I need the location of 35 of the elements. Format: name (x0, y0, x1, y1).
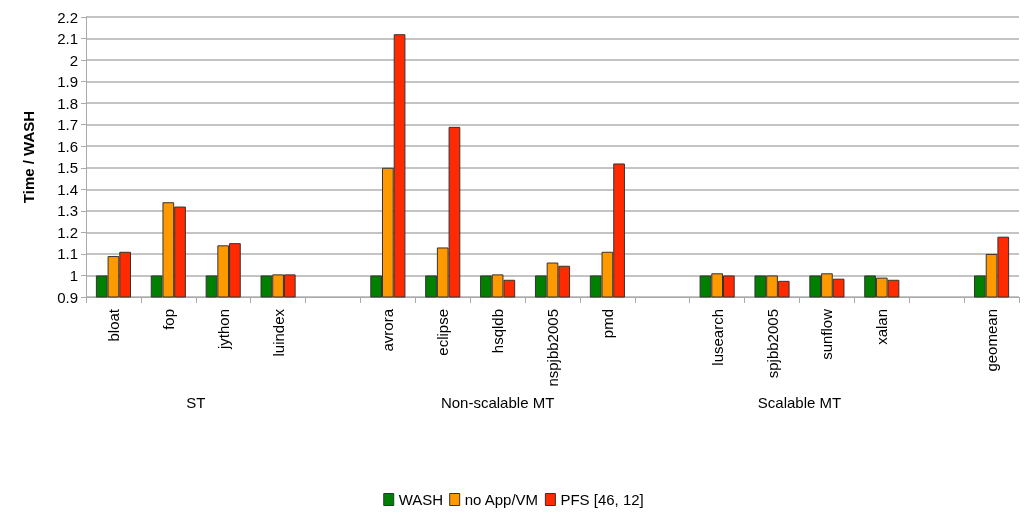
x-tick-label: fop (159, 309, 177, 330)
y-tick-label: 1.9 (57, 73, 78, 91)
y-tick-label: 2.2 (57, 8, 78, 26)
y-tick-label: 1.4 (57, 180, 78, 198)
x-tick-label: geomean (983, 309, 1001, 372)
y-tick-label: 1.2 (57, 223, 78, 241)
x-tick-label: lusearch (708, 309, 726, 366)
text: Non-scalable MT (440, 394, 555, 411)
y-tick-label: 2.1 (57, 30, 78, 48)
x-tick-label: hsqldb (489, 309, 507, 354)
x-tick-label: spjbb2005 (763, 309, 781, 379)
y-axis-title: Time / WASH (20, 110, 37, 204)
y-tick-label: 1.1 (57, 245, 78, 263)
x-tick-label: eclipse (434, 309, 452, 356)
x-tick-label: bloat (104, 308, 122, 342)
y-tick-label: 1.3 (57, 202, 78, 220)
x-tick-label: avrora (379, 308, 397, 352)
x-tick-label: luindex (269, 308, 287, 357)
legend-label: PFS [46, 12] (560, 491, 644, 508)
y-tick-label: 2 (69, 51, 78, 69)
y-tick-label: 1 (69, 266, 78, 284)
legend-label: WASH (398, 491, 444, 508)
y-tick-label: 0.9 (57, 288, 78, 306)
x-tick-label: jython (214, 309, 232, 351)
y-tick-label: 1.8 (57, 94, 78, 112)
x-tick-label: pmd (598, 309, 616, 339)
text: Scalable MT (757, 394, 842, 411)
x-tick-label: nspjbb2005 (544, 309, 561, 387)
text: ST (186, 394, 206, 411)
legend-label: no App/VM (464, 491, 539, 508)
y-tick-label: 1.6 (57, 137, 78, 155)
x-tick-label: xalan (873, 309, 891, 345)
y-tick-label: 1.5 (57, 159, 78, 177)
y-tick-label: 1.7 (57, 116, 78, 134)
x-tick-label: sunflow (818, 308, 836, 360)
